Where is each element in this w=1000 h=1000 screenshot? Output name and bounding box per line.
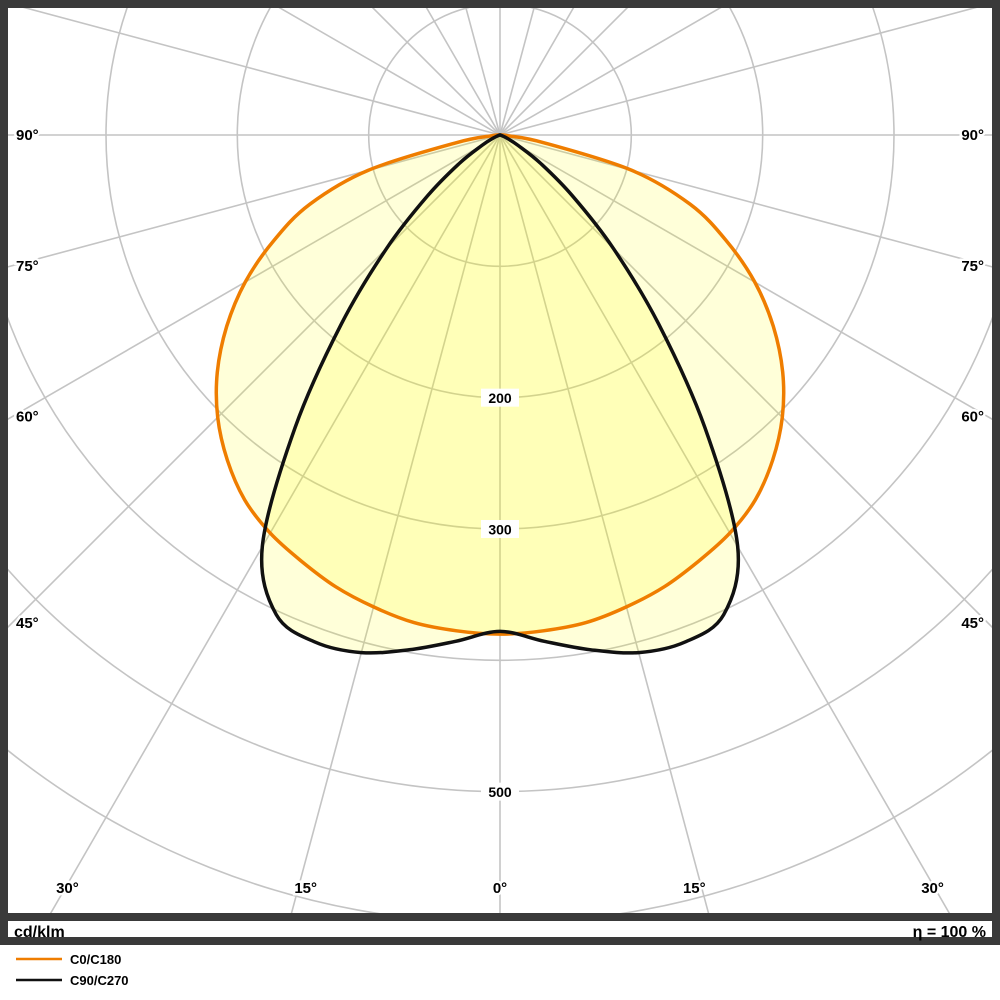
series-curve-C0/C180 [214,133,786,636]
ring-label-chip [481,519,519,538]
grid-radial-line [49,134,501,913]
grid-radial-line [499,134,951,913]
grid-radial-line [499,134,992,268]
angle-tick-label: 75° [16,258,39,275]
angle-tick-label: 30° [921,880,944,897]
grid-radial-line [290,134,501,913]
chart-frame [0,0,1000,945]
grid-radial-line [278,8,501,136]
angle-tick-label: 75° [961,258,984,275]
ring-label-chip [481,782,519,801]
grid-radial-line [499,134,710,913]
grid-radial-line [22,8,501,136]
legend: C0/C180 C90/C270 [16,952,129,988]
units-label: cd/klm [14,924,65,941]
efficiency-label: η = 100 % [913,924,986,941]
series-curve-C90/C270 [259,133,741,655]
frame-border [0,0,1000,945]
ring-tick-label: 200 [488,390,512,406]
angle-tick-label: 90° [16,127,39,144]
angle-tick-label: 60° [16,409,39,426]
axis-labels: 0° 15° 15° 30° 30° 45° 45° 60° 60° 75° 75° 90° 90° 20… [14,125,987,900]
series-fill-C0/C180 [216,134,784,635]
angle-tick-label: 45° [16,615,39,632]
grid-radial-line [8,134,501,629]
angle-tick-label: 45° [961,615,984,632]
legend-label-c0: C0/C180 [70,952,121,967]
angle-tick-label: 15° [294,880,317,897]
ring-label-chip [481,388,519,407]
grid-radial-line [8,134,501,268]
footer-strip: cd/klm η = 100 % [14,924,986,941]
angle-tick-label: 90° [961,127,984,144]
grid-radial-line [499,8,978,136]
grid-radial-line [8,134,501,420]
ring-tick-label: 500 [488,784,512,800]
ring-tick-label: 300 [488,521,512,537]
angle-tick-label: 15° [683,880,706,897]
angle-tick-label: 30° [56,880,79,897]
grid-radial-line [499,8,722,136]
legend-label-c90: C90/C270 [70,973,129,988]
angle-tick-label: 60° [961,409,984,426]
grid-radial-line [499,134,992,420]
grid-radial-line [499,134,992,629]
angle-tick-label: 0° [493,880,507,897]
